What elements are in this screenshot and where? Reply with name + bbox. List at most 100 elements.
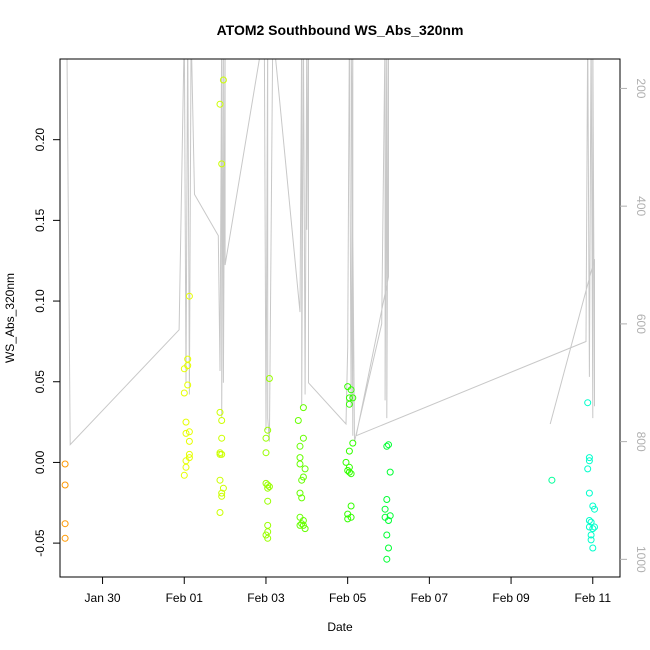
data-point <box>296 521 304 529</box>
data-point <box>584 465 592 473</box>
data-point <box>180 471 188 479</box>
data-point <box>345 447 353 455</box>
data-point <box>548 476 556 484</box>
y2-tick-label: 400 <box>634 196 648 216</box>
data-point <box>296 489 304 497</box>
data-point <box>585 457 593 465</box>
y-tick-label: 0.10 <box>33 289 47 313</box>
data-point <box>262 434 270 442</box>
data-point <box>264 426 272 434</box>
data-point <box>347 470 355 478</box>
y-tick-label: 0.20 <box>33 128 47 152</box>
data-point <box>585 489 593 497</box>
data-point <box>347 502 355 510</box>
data-point <box>219 76 227 84</box>
data-point <box>216 509 224 516</box>
data-point <box>185 454 193 462</box>
data-point <box>299 404 307 412</box>
x-tick-label: Feb 05 <box>329 591 367 605</box>
data-point <box>589 525 597 533</box>
data-point <box>262 449 270 457</box>
data-point <box>298 494 306 502</box>
data-point <box>301 525 309 533</box>
y2-tick-label: 1000 <box>634 546 648 573</box>
data-point <box>184 381 192 389</box>
data-point <box>218 450 226 458</box>
data-point <box>264 521 272 529</box>
data-point <box>386 468 394 476</box>
data-point <box>385 517 392 524</box>
data-point <box>299 517 307 524</box>
data-point <box>61 520 69 528</box>
data-point <box>385 441 392 449</box>
data-point <box>344 515 352 523</box>
data-point <box>342 458 350 466</box>
data-point <box>262 531 270 539</box>
data-point <box>218 434 226 442</box>
data-point <box>218 160 226 168</box>
data-point <box>383 531 391 539</box>
y2-tick-label: 800 <box>634 432 648 452</box>
chart-title: ATOM2 Southbound WS_Abs_320nm <box>217 22 464 38</box>
y-tick-label: 0.05 <box>33 370 47 394</box>
x-tick-label: Feb 03 <box>247 591 285 605</box>
data-point <box>383 442 391 450</box>
data-point <box>216 408 224 416</box>
data-point <box>61 534 69 542</box>
data-point <box>345 468 353 476</box>
data-point <box>349 439 357 447</box>
data-point <box>218 417 226 424</box>
data-point <box>383 555 391 563</box>
data-point <box>182 418 190 426</box>
data-point <box>185 292 193 300</box>
y2-tick-label: 600 <box>634 314 648 334</box>
data-point <box>264 481 272 489</box>
y-tick-label: 0.00 <box>33 450 47 474</box>
data-point <box>216 476 224 484</box>
data-point <box>265 375 273 382</box>
data-point <box>584 399 592 407</box>
x-tick-label: Feb 11 <box>575 591 612 605</box>
x-tick-label: Feb 01 <box>166 591 204 605</box>
data-point <box>587 531 595 539</box>
data-point <box>585 523 593 531</box>
data-point <box>185 428 193 436</box>
data-point <box>383 496 391 503</box>
y-tick-label: 0.15 <box>33 208 47 232</box>
x-tick-label: Feb 09 <box>492 591 530 605</box>
data-point <box>61 460 69 468</box>
line-layer <box>66 59 595 446</box>
data-point <box>587 536 595 544</box>
data-point <box>591 505 598 513</box>
data-point <box>185 450 193 458</box>
data-point <box>299 434 307 442</box>
data-point <box>180 389 188 397</box>
data-point <box>264 484 272 492</box>
data-point <box>182 429 190 437</box>
y-tick-label: -0.05 <box>33 529 47 557</box>
data-point <box>184 362 192 370</box>
data-point <box>347 386 355 394</box>
plot-frame <box>59 58 621 578</box>
gray-line-series <box>66 59 595 446</box>
data-point <box>298 476 306 484</box>
x-tick-label: Jan 30 <box>85 591 121 605</box>
data-point <box>264 497 272 505</box>
data-point <box>296 454 304 462</box>
data-point <box>265 483 273 491</box>
points-layer <box>61 76 598 563</box>
data-point <box>264 534 272 542</box>
data-point <box>61 481 69 489</box>
data-point <box>182 463 190 471</box>
data-point <box>385 544 392 552</box>
data-point <box>296 460 304 468</box>
x-axis-label: Date <box>327 620 353 634</box>
data-point <box>218 489 226 497</box>
data-point <box>349 394 357 402</box>
x-tick-label: Feb 07 <box>411 591 449 605</box>
data-point <box>381 505 389 513</box>
data-point <box>585 517 593 524</box>
y-axis-label: WS_Abs_320nm <box>3 273 17 363</box>
data-point <box>216 100 224 108</box>
